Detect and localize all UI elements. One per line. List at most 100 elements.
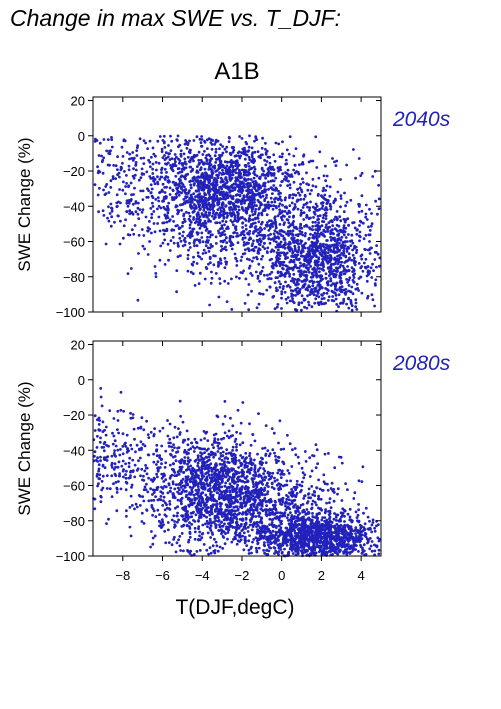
data-point	[244, 219, 248, 222]
data-point	[216, 438, 220, 441]
data-point	[340, 235, 344, 239]
data-point	[225, 180, 229, 184]
data-point	[299, 251, 303, 255]
data-point	[229, 178, 233, 181]
data-point	[120, 166, 123, 170]
data-point	[177, 518, 181, 522]
data-point	[338, 215, 342, 219]
data-point	[267, 478, 271, 481]
data-point	[157, 204, 161, 208]
data-point	[366, 540, 370, 544]
data-point	[264, 151, 268, 155]
data-point	[373, 304, 376, 308]
data-point	[297, 242, 300, 246]
data-point	[235, 232, 239, 235]
data-point	[257, 247, 261, 251]
data-point	[281, 263, 285, 267]
data-point	[268, 226, 272, 230]
data-point	[338, 275, 342, 278]
data-point	[133, 173, 137, 177]
data-point	[200, 144, 203, 148]
data-point	[215, 196, 219, 200]
data-point	[285, 494, 288, 497]
data-point	[160, 147, 164, 151]
data-point	[148, 175, 152, 178]
data-point	[198, 162, 202, 165]
data-point	[359, 174, 363, 178]
data-point	[360, 257, 364, 261]
data-point	[112, 434, 116, 438]
data-point	[249, 167, 253, 171]
data-point	[167, 201, 171, 205]
data-point	[293, 163, 297, 167]
data-point	[156, 222, 160, 225]
data-point	[308, 192, 312, 196]
data-point	[324, 226, 328, 229]
data-point	[131, 413, 135, 416]
data-point	[364, 203, 368, 207]
y-tick-label: −40	[63, 199, 85, 214]
data-point	[241, 226, 245, 229]
data-point	[207, 197, 211, 201]
data-point	[283, 215, 286, 218]
data-point	[240, 188, 243, 192]
data-point	[259, 518, 263, 522]
data-point	[172, 241, 176, 245]
data-point	[266, 174, 270, 178]
data-point	[345, 278, 348, 281]
data-point	[259, 195, 263, 199]
data-point	[335, 159, 339, 163]
data-point	[290, 294, 293, 298]
data-point	[135, 505, 139, 509]
data-point	[211, 244, 214, 248]
data-point	[180, 191, 184, 195]
data-point	[265, 193, 268, 197]
data-point	[190, 262, 194, 266]
data-point	[286, 296, 290, 299]
data-point	[214, 242, 218, 245]
data-point	[278, 232, 282, 236]
data-point	[132, 232, 136, 236]
data-point	[250, 146, 254, 150]
data-point	[164, 156, 168, 160]
data-point	[161, 199, 164, 203]
data-point	[239, 432, 242, 435]
data-point	[325, 184, 329, 188]
data-point	[374, 283, 377, 287]
data-point	[203, 193, 207, 197]
data-point	[226, 225, 230, 229]
data-point	[253, 159, 257, 163]
data-point	[353, 491, 357, 495]
data-point	[234, 228, 238, 232]
data-point	[174, 181, 178, 185]
data-point	[247, 548, 251, 552]
data-point	[361, 221, 365, 225]
data-point	[359, 220, 363, 224]
data-point	[239, 154, 243, 158]
data-point	[286, 232, 289, 236]
data-point	[291, 297, 294, 300]
data-point	[261, 245, 265, 249]
data-point	[217, 213, 221, 217]
data-point	[234, 256, 238, 260]
data-point	[342, 297, 346, 301]
data-point	[298, 506, 302, 510]
data-point	[235, 275, 238, 279]
data-point	[116, 448, 120, 452]
data-point	[218, 197, 222, 200]
data-point	[303, 305, 306, 309]
data-point	[221, 165, 225, 169]
data-point	[344, 290, 348, 294]
data-point	[279, 184, 282, 187]
data-point	[270, 427, 274, 430]
data-point	[171, 188, 175, 192]
data-point	[285, 301, 289, 305]
data-point	[278, 202, 282, 206]
data-point	[252, 230, 256, 234]
data-point	[240, 470, 244, 474]
data-point	[299, 264, 302, 268]
data-point	[141, 244, 145, 248]
data-point	[316, 291, 320, 295]
data-point	[161, 241, 165, 245]
